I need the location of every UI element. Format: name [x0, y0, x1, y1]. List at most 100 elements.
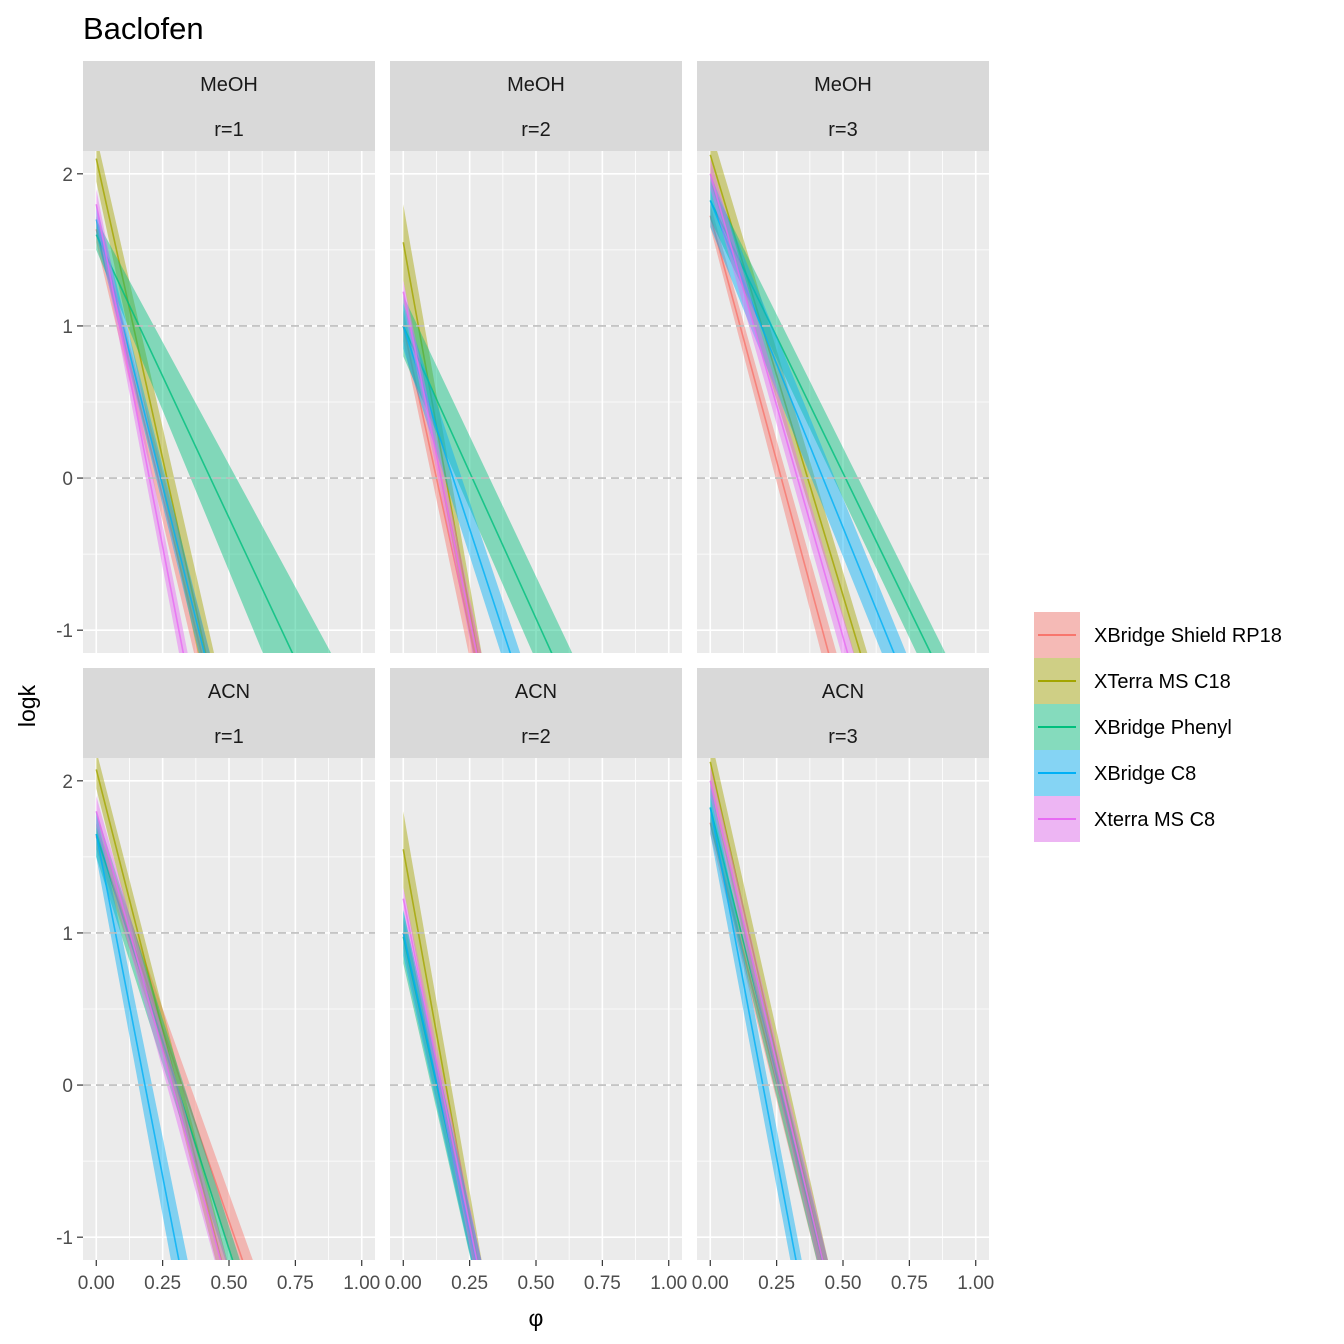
facet-strip [83, 61, 375, 151]
facet-label-modifier: MeOH [507, 74, 565, 96]
fit-line [95, 833, 180, 1260]
y-tick-label: 0 [62, 1076, 73, 1097]
confidence-band [403, 887, 482, 1260]
confidence-band [403, 910, 482, 1260]
confidence-band [96, 811, 188, 1260]
x-tick-label: 0.25 [451, 1273, 488, 1294]
legend-label: XBridge C8 [1094, 763, 1196, 785]
fit-line [402, 932, 477, 1260]
band-group [709, 758, 829, 1260]
y-tick-label: 1 [62, 317, 73, 338]
fit-line [95, 769, 223, 1260]
x-tick-label: 0.50 [518, 1273, 555, 1294]
facet-label-r: r=1 [214, 726, 243, 748]
legend-label: XTerra MS C18 [1094, 671, 1231, 693]
confidence-band [96, 811, 240, 1260]
x-tick-label: 0.00 [78, 1273, 115, 1294]
y-tick-label: 0 [62, 469, 73, 490]
fit-line [709, 200, 895, 653]
confidence-band [96, 189, 188, 653]
y-tick-label: -1 [56, 1228, 73, 1249]
confidence-band [710, 204, 837, 653]
x-tick-label: 0.75 [277, 1273, 314, 1294]
confidence-band [403, 910, 482, 1260]
fit-line [95, 234, 294, 653]
facet-label-r: r=3 [828, 726, 857, 748]
y-tick-label: 2 [62, 165, 73, 186]
facet-panel: MeOH r=3 [697, 61, 989, 653]
facet-label-modifier: MeOH [814, 74, 872, 96]
x-tick-label: 1.00 [650, 1273, 687, 1294]
x-tick-label: 0.50 [211, 1273, 248, 1294]
fit-line [709, 173, 849, 653]
x-tick-label: 1.00 [957, 1273, 994, 1294]
y-tick-label: 2 [62, 772, 73, 793]
confidence-band [710, 173, 907, 653]
fit-line [709, 807, 824, 1260]
facet-label-modifier: MeOH [200, 74, 258, 96]
legend-label: XBridge Shield RP18 [1094, 625, 1282, 647]
facet-panel: ACN r=3 0.00 0.25 0.50 0.75 1.00 [692, 668, 994, 1294]
x-tick-label: 0.75 [891, 1273, 928, 1294]
fit-line [402, 849, 479, 1260]
x-tick-label: 0.00 [385, 1273, 422, 1294]
facet-label-modifier: ACN [515, 681, 557, 703]
facet-strip [697, 668, 989, 758]
confidence-band [96, 758, 228, 1260]
y-axis-title: logk [14, 684, 40, 727]
facet-label-r: r=2 [521, 726, 550, 748]
facet-panel: MeOH r=2 [390, 61, 682, 653]
legend-label: Xterra MS C8 [1094, 809, 1215, 831]
chart-title: Baclofen [83, 11, 204, 46]
facet-panel: MeOH r=1 -1 0 1 2 [56, 61, 375, 653]
fit-line [709, 200, 932, 653]
facet-strip [697, 61, 989, 151]
fit-line [402, 898, 478, 1260]
confidence-band [710, 780, 802, 1260]
fit-line [95, 204, 185, 653]
confidence-band [710, 181, 946, 653]
confidence-band [710, 765, 828, 1260]
confidence-band [710, 151, 868, 653]
fit-line [402, 242, 479, 653]
x-tick-label: 0.50 [825, 1273, 862, 1294]
fit-line [402, 325, 553, 653]
confidence-band [710, 788, 828, 1260]
confidence-band [710, 158, 855, 653]
panels: MeOH r=1 -1 0 1 2 MeOH r=2 MeOH r=3 ACN r=1 -1 0 1 2 0.0… [56, 61, 994, 1294]
band-group [95, 151, 332, 653]
band-group [709, 151, 946, 653]
fit-line [95, 811, 222, 1260]
confidence-band [96, 796, 227, 1260]
legend: XBridge Shield RP18 XTerra MS C18 XBridge … [1034, 612, 1282, 842]
fit-line [402, 325, 476, 653]
confidence-band [403, 204, 482, 653]
facet-panel: ACN r=2 0.00 0.25 0.50 0.75 1.00 [385, 668, 687, 1294]
facet-label-r: r=3 [828, 119, 857, 141]
fit-line [95, 158, 207, 653]
fit-line [709, 215, 830, 653]
facet-label-r: r=1 [214, 119, 243, 141]
fit-line [709, 154, 862, 653]
facet-strip [390, 61, 682, 151]
facet-label-modifier: ACN [822, 681, 864, 703]
facet-strip [83, 668, 375, 758]
x-tick-label: 0.75 [584, 1273, 621, 1294]
band-group [402, 811, 482, 1260]
fit-line [709, 807, 797, 1260]
confidence-band [403, 295, 573, 653]
y-tick-label: -1 [56, 621, 73, 642]
fit-line [95, 219, 206, 653]
y-tick-label: 1 [62, 924, 73, 945]
facet-label-modifier: ACN [208, 681, 250, 703]
x-tick-label: 0.25 [144, 1273, 181, 1294]
fit-line [709, 780, 824, 1260]
confidence-band [710, 758, 829, 1260]
fit-line [402, 291, 478, 653]
x-tick-label: 1.00 [343, 1273, 380, 1294]
fit-line [95, 836, 244, 1260]
x-tick-label: 0.00 [692, 1273, 729, 1294]
x-tick-label: 0.25 [758, 1273, 795, 1294]
fit-line [95, 833, 234, 1260]
